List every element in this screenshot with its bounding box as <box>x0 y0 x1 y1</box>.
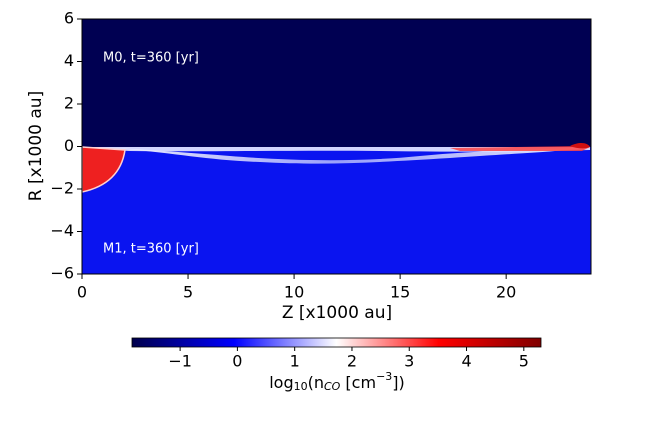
colorbar-label-part: (n <box>308 373 324 392</box>
y-tick-label: 6 <box>64 9 74 28</box>
x-tick-label: 20 <box>496 283 516 302</box>
colorbar-tick-label: −1 <box>168 352 192 371</box>
colorbar-tick-label: 0 <box>232 352 242 371</box>
colorbar-label-part: log <box>269 373 293 392</box>
x-tick-label: 15 <box>390 283 410 302</box>
annotation: M1, t=360 [yr] <box>103 242 199 257</box>
colorbar-tick-label: 4 <box>461 352 471 371</box>
field <box>82 19 591 274</box>
colorbar-label-part: CO <box>324 380 341 393</box>
colorbar-label: log10(nCO [cm−3]) <box>269 370 405 393</box>
y-axis-label: R [x1000 au] <box>26 91 46 201</box>
y-tick-label: −2 <box>50 179 74 198</box>
x-tick-label: 0 <box>77 283 87 302</box>
x-axis-label: Z [x1000 au] <box>282 303 392 323</box>
colorbar <box>131 337 542 348</box>
y-tick-label: 2 <box>64 94 74 113</box>
y-tick-label: 0 <box>64 136 74 155</box>
annotation: M0, t=360 [yr] <box>103 51 199 66</box>
colorbar-label-part: [cm <box>340 373 376 392</box>
colorbar-tick-label: 5 <box>519 352 529 371</box>
x-tick-label: 5 <box>183 283 193 302</box>
colorbar-label-part: 10 <box>294 380 308 393</box>
colorbar-label-part: ]) <box>392 373 404 392</box>
colorbar-label-part: −3 <box>376 370 392 383</box>
y-tick-label: −4 <box>50 221 74 240</box>
colorbar-tick-label: 1 <box>290 352 300 371</box>
colorbar-tick-label: 2 <box>347 352 357 371</box>
colorbar-tick-label: 3 <box>404 352 414 371</box>
x-tick-label: 10 <box>284 283 304 302</box>
y-tick-label: 4 <box>64 51 74 70</box>
y-tick-label: −6 <box>50 264 74 283</box>
